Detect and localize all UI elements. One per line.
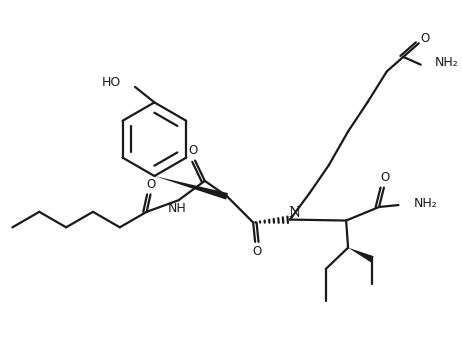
Text: NH₂: NH₂ [435, 56, 459, 69]
Text: NH₂: NH₂ [414, 197, 438, 209]
Text: O: O [188, 144, 198, 157]
Text: NH: NH [167, 202, 186, 215]
Polygon shape [154, 176, 228, 200]
Text: O: O [252, 245, 261, 258]
Text: O: O [420, 32, 429, 45]
Text: N: N [289, 206, 301, 220]
Text: O: O [147, 178, 156, 191]
Polygon shape [348, 248, 374, 262]
Text: HO: HO [102, 76, 122, 89]
Text: O: O [380, 171, 389, 184]
